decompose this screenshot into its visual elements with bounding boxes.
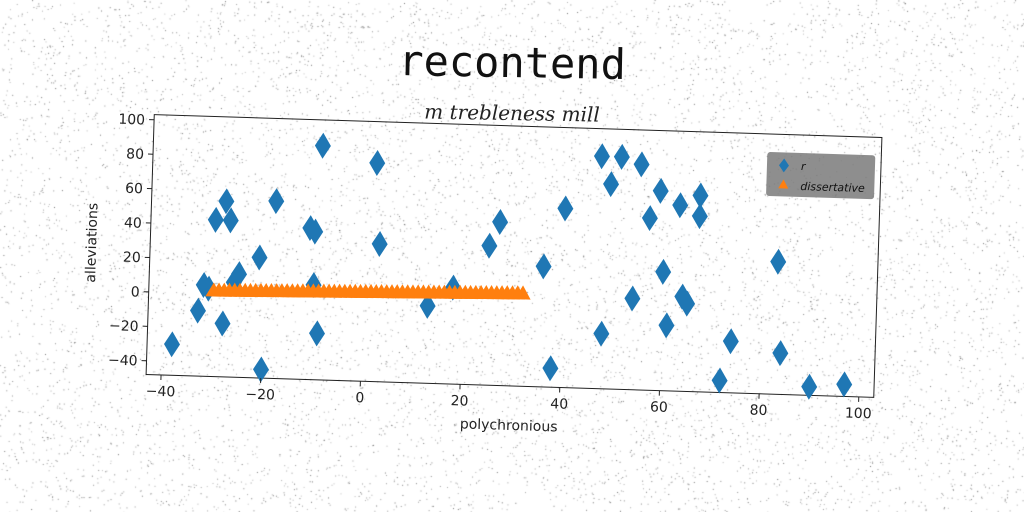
y-tick-label: 100 [118,112,145,129]
y-axis-label: alleviations [83,203,102,283]
x-tick-label: 60 [650,399,668,416]
diamond-point-r [189,297,206,324]
y-tick-label: 40 [124,215,142,232]
diamond-point-r [251,244,268,271]
diamond-point-r [722,328,739,355]
chart-marks [163,132,853,400]
diamond-point-r [542,355,559,382]
y-tick-label: −20 [109,318,139,335]
x-tick-label: 0 [355,390,364,406]
diamond-point-r [674,283,691,310]
diamond-point-r [593,143,610,170]
diamond-point-r [371,231,388,258]
diamond-point-r [692,182,709,209]
x-tick-label: 80 [749,402,767,419]
x-tick-label: −20 [245,387,275,404]
diamond-point-r [419,292,436,319]
diamond-point-r [633,151,650,178]
diamond-point-r [218,188,235,215]
diamond-point-r [492,208,509,235]
diamond-point-r [231,261,248,288]
diamond-point-r [672,192,689,219]
diamond-point-r [652,177,669,204]
diamond-point-r [535,253,552,280]
diamond-point-r [679,290,696,317]
diamond-point-r [641,205,658,232]
diamond-point-r [557,195,574,222]
diamond-point-r [222,207,239,234]
y-tick-label: −40 [108,353,138,370]
diamond-point-r [200,275,217,302]
diamond-point-r [268,188,285,215]
diamond-point-r [252,356,269,383]
x-tick-label: −40 [145,384,175,401]
y-tick-label: 20 [123,250,141,267]
diamond-point-r [593,320,610,347]
diamond-point-r [772,340,789,367]
diamond-point-r [309,320,326,347]
legend-marker-dissertative [778,179,789,189]
diamond-point-r [603,171,620,198]
diamond-point-r [481,232,498,259]
diamond-point-r [369,149,386,176]
diamond-point-r [655,258,672,285]
diamond-point-r [801,373,818,400]
legend-box [766,152,876,200]
diamond-point-r [314,132,331,159]
diamond-point-r [770,248,787,275]
y-tick-label: 80 [126,146,144,163]
chart-ticks: −40 −20 0 20 40 60 80 100 100 80 60 40 20 0 −20 −40 [108,112,872,423]
legend-label-r: r [801,160,807,173]
plot-frame [145,114,883,398]
legend-label-dissertative: dissertative [800,180,865,195]
diamond-point-r [214,310,231,337]
chart-legend: r dissertative [766,152,876,200]
y-tick-label: 0 [130,284,139,300]
diamond-point-r [691,203,708,230]
diamond-point-r [658,312,675,339]
diamond-point-r [207,206,224,233]
y-tick-label: 60 [125,181,143,198]
diamond-point-r [613,143,630,170]
diamond-point-r [711,367,728,394]
diamond-point-r [624,285,641,312]
diamond-point-r [163,331,180,358]
diamond-point-r [836,371,853,398]
x-tick-label: 100 [845,405,872,422]
triangle-point-dissertative [514,285,531,300]
x-tick-label: 20 [450,393,468,410]
x-tick-label: 40 [550,396,568,413]
legend-marker-r [778,158,789,173]
diamond-point-r [307,218,324,245]
x-axis-label: polychronious [460,416,558,435]
